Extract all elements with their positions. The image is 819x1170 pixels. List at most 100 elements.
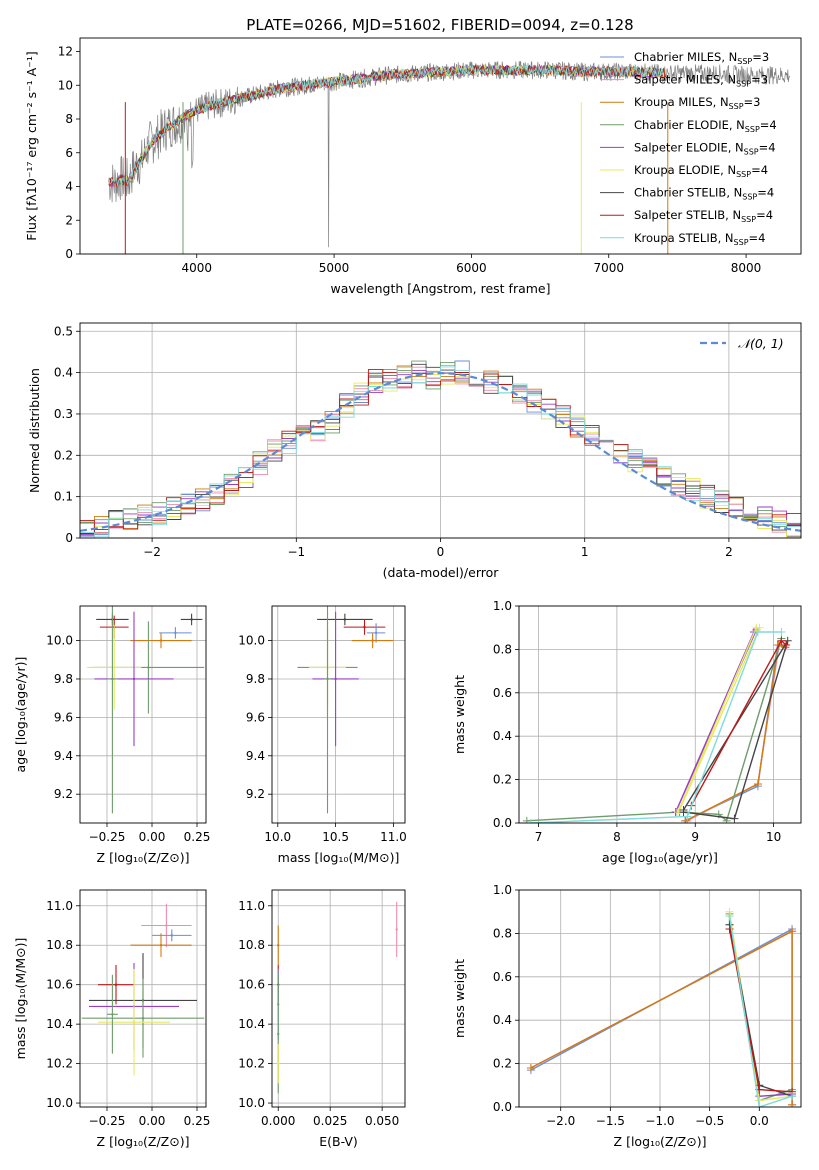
x-tick-label: 7 — [535, 830, 543, 844]
ebv-mass-frame — [271, 889, 406, 1108]
data-point — [141, 1017, 145, 1020]
x-tick-label: 0.025 — [313, 1114, 347, 1128]
data-point — [159, 639, 163, 642]
y-tick-label: 0.1 — [54, 490, 73, 504]
data-point — [165, 924, 168, 927]
x-tick-label: 0.25 — [184, 1114, 211, 1128]
residual-histogram — [80, 368, 801, 534]
y-tick-label: 0.4 — [54, 366, 73, 380]
x-tick-label: 10 — [766, 830, 781, 844]
y-tick-label: 0.8 — [493, 642, 512, 656]
y-tick-label: 9.8 — [54, 672, 73, 686]
weight-marker — [753, 628, 762, 637]
x-axis-label: E(B-V) — [319, 1134, 358, 1149]
residual-histogram — [80, 374, 801, 538]
weight-line — [530, 930, 793, 1105]
weight-marker — [725, 912, 734, 921]
z-age-frame — [79, 605, 207, 824]
x-tick-label: −1.0 — [645, 1114, 674, 1128]
y-axis-label: mass weight — [452, 675, 467, 754]
mass-age-panel: 10.0 10.5 11.0 9.2 9.4 9.6 9.8 10.0 mass [log₁₀(… — [238, 605, 407, 865]
weight-marker — [679, 805, 688, 814]
z-mass-plot — [81, 903, 205, 1076]
x-tick-label: 8 — [613, 830, 621, 844]
x-tick-label: −2 — [143, 545, 161, 559]
y-tick-label: 6 — [65, 146, 73, 160]
y-tick-label: 9.8 — [246, 672, 265, 686]
weight-line — [728, 915, 793, 1097]
data-point — [374, 631, 378, 635]
x-tick-label: 6000 — [456, 261, 487, 275]
weight-line — [728, 915, 793, 1107]
x-axis-label: age [log₁₀(age/yr)] — [602, 850, 718, 865]
x-tick-label: 0.0 — [750, 1114, 769, 1128]
legend-entry: Chabrier MILES, NSSP=3 — [634, 50, 769, 66]
weight-marker — [681, 816, 690, 823]
y-tick-label: 10.0 — [238, 1096, 265, 1110]
x-axis-label: Z [log₁₀(Z/Z⊙)] — [614, 1134, 707, 1149]
weight-line — [728, 928, 793, 1093]
y-tick-label: 9.2 — [54, 787, 73, 801]
y-tick-label: 0.3 — [54, 407, 73, 421]
y-tick-label: 10.6 — [238, 978, 265, 992]
weight-line — [530, 927, 793, 1105]
z-age-panel: −0.25 0.00 0.25 9.2 9.4 9.6 9.8 10.0 Z [log₁₀(Z/… — [13, 605, 210, 865]
y-tick-label: 9.4 — [54, 749, 73, 763]
data-point — [170, 934, 173, 937]
age-weight-plot — [522, 623, 792, 823]
y-tick-label: 0.4 — [493, 1013, 512, 1027]
ebv-mass-panel: 0.000 0.025 0.050 10.0 10.2 10.4 10.6 10.8 11.0 E… — [238, 889, 406, 1149]
spectrum-axes: 4000 5000 6000 7000 8000 0 2 4 6 8 10 12 wavelength … — [24, 37, 802, 296]
y-tick-label: 11.0 — [46, 899, 73, 913]
data-point — [326, 677, 329, 681]
x-tick-label: −1.5 — [596, 1114, 625, 1128]
z-weight-axes: −2.0 −1.5 −1.0 −0.5 0.0 0.0 0.2 0.4 0.6 0.8 1.0 Z [… — [452, 883, 802, 1149]
data-point — [190, 618, 193, 621]
residuals-grid — [80, 323, 801, 539]
y-axis-label: Normed distribution — [27, 368, 42, 493]
y-tick-label: 10.4 — [238, 1017, 265, 1031]
y-tick-label: 0.6 — [493, 970, 512, 984]
age-weight-axes: 7 8 9 10 0.0 0.2 0.4 0.6 0.8 1.0 age [log₁₀(age/yr… — [452, 599, 802, 865]
ebv-mass-grid — [272, 890, 405, 1107]
x-tick-label: 0.00 — [139, 830, 166, 844]
y-tick-label: 2 — [65, 213, 73, 227]
weight-marker — [526, 1063, 535, 1072]
y-tick-label: 9.2 — [246, 787, 265, 801]
mass-age-grid — [272, 606, 405, 823]
weight-marker — [683, 812, 692, 821]
weight-line — [530, 930, 793, 1105]
normal-legend-label: 𝒩(0, 1) — [738, 336, 784, 351]
weight-marker — [788, 927, 797, 936]
y-tick-label: 10.0 — [46, 1096, 73, 1110]
data-point — [277, 1032, 280, 1036]
y-tick-label: 10 — [58, 78, 73, 92]
residuals-panel: −2 −1 0 1 2 0 0.1 0.2 0.3 0.4 0.5 (data-model)/erro… — [27, 322, 802, 580]
z-mass-axes: −0.25 0.00 0.25 10.0 10.2 10.4 10.6 10.8 11.0 Z [… — [13, 889, 211, 1149]
weight-marker — [730, 814, 739, 823]
y-tick-label: 0 — [65, 247, 73, 261]
weight-marker — [755, 1103, 764, 1107]
y-tick-label: 9.6 — [246, 710, 265, 724]
x-tick-label: 11.0 — [380, 830, 407, 844]
y-tick-label: 10.2 — [238, 1057, 265, 1071]
x-axis-label: wavelength [Angstrom, rest frame] — [330, 281, 550, 296]
z-age-axes: −0.25 0.00 0.25 9.2 9.4 9.6 9.8 10.0 Z [log₁₀(Z/… — [13, 605, 210, 865]
residuals-axes: −2 −1 0 1 2 0 0.1 0.2 0.3 0.4 0.5 (data-model)/erro… — [27, 322, 802, 580]
y-tick-label: 0 — [65, 531, 73, 545]
x-tick-label: −1 — [287, 545, 305, 559]
x-tick-label: 0.00 — [139, 1114, 166, 1128]
y-tick-label: 12 — [58, 45, 73, 59]
x-tick-label: 8000 — [731, 261, 762, 275]
x-axis-label: Z [log₁₀(Z/Z⊙)] — [97, 1134, 190, 1149]
ebv-mass-plot — [277, 901, 398, 1094]
data-point — [111, 1013, 114, 1016]
y-tick-label: 0.0 — [493, 1100, 512, 1114]
x-tick-label: 5000 — [319, 261, 350, 275]
x-tick-label: 4000 — [181, 261, 212, 275]
y-tick-label: 10.0 — [238, 634, 265, 648]
weight-marker — [522, 816, 531, 823]
x-tick-label: 7000 — [593, 261, 624, 275]
weight-marker — [777, 628, 786, 637]
